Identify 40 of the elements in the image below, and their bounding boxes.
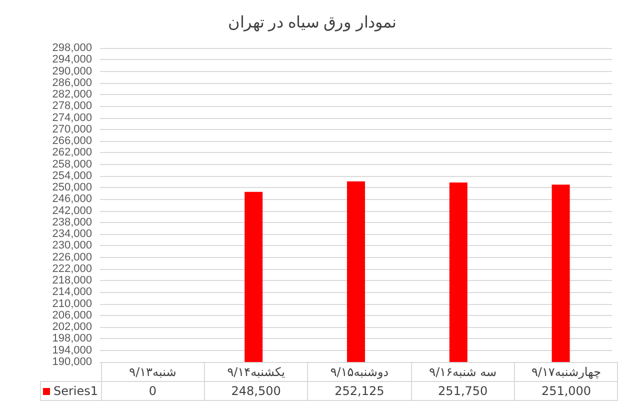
data-label: 251,750: [411, 382, 515, 400]
y-tick-label: 238,000: [52, 216, 92, 228]
y-tick-label: 202,000: [52, 321, 92, 334]
y-tick-label: 234,000: [52, 228, 92, 240]
y-tick-label: 214,000: [52, 286, 92, 298]
y-tick-label: 242,000: [52, 204, 92, 217]
y-tick-label: 254,000: [52, 170, 92, 182]
y-tick-label: 230,000: [52, 240, 92, 252]
y-tick-label: 286,000: [52, 76, 92, 89]
y-tick-label: 194,000: [52, 344, 92, 356]
x-tick-label: سه شنبه۹/۱۶: [411, 362, 515, 382]
data-label: 248,500: [204, 382, 308, 400]
legend-label: Series1: [40, 382, 101, 400]
x-tick-label: شنبه۹/۱۳: [101, 362, 204, 382]
y-tick-label: 278,000: [52, 100, 92, 112]
data-label: 252,125: [308, 382, 412, 400]
y-tick-label: 190,000: [52, 356, 92, 368]
chart-title: نمودار ورق سیاه در تهران: [228, 14, 396, 32]
x-tick-label: دوشنبه۹/۱۵: [308, 362, 412, 382]
y-tick-label: 250,000: [52, 182, 92, 194]
y-tick-label: 270,000: [52, 123, 92, 136]
y-tick-label: 294,000: [52, 54, 92, 66]
y-tick-label: 290,000: [52, 65, 92, 78]
y-tick-label: 258,000: [52, 158, 92, 170]
y-tick-label: 206,000: [52, 309, 92, 322]
data-label: 251,000: [514, 382, 618, 400]
y-tick-label: 246,000: [52, 193, 92, 206]
y-tick-label: 282,000: [52, 88, 92, 101]
y-tick-label: 226,000: [52, 251, 92, 264]
y-tick-label: 266,000: [52, 135, 92, 148]
x-tick-label: یکشنبه۹/۱۴: [204, 362, 308, 382]
y-tick-label: 210,000: [52, 298, 92, 310]
text: 0: [148, 384, 157, 398]
y-tick-label: 218,000: [52, 274, 92, 287]
x-tick-label: چهارشنبه۹/۱۷: [514, 362, 618, 382]
y-tick-label: 198,000: [52, 332, 92, 345]
y-tick-label: 274,000: [52, 112, 92, 124]
y-tick-label: 222,000: [52, 262, 92, 275]
y-tick-label: 298,000: [52, 42, 92, 54]
y-tick-label: 262,000: [52, 146, 92, 159]
